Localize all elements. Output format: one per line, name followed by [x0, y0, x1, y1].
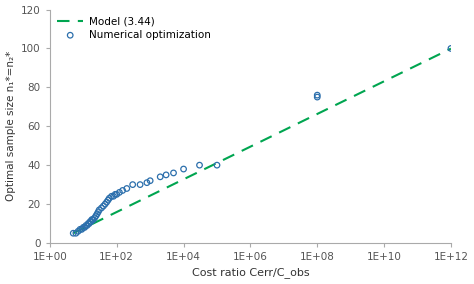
Numerical optimization: [447, 46, 455, 51]
Numerical optimization: [87, 219, 95, 224]
Model (3.44): [252, 143, 258, 146]
Numerical optimization: [213, 163, 221, 168]
Numerical optimization: [143, 180, 151, 185]
Numerical optimization: [91, 215, 99, 220]
Numerical optimization: [83, 223, 91, 228]
Numerical optimization: [106, 196, 113, 201]
Numerical optimization: [180, 167, 187, 171]
Numerical optimization: [89, 217, 96, 222]
Model (3.44): [448, 47, 454, 50]
Numerical optimization: [170, 171, 177, 175]
Model (3.44): [275, 132, 281, 135]
Numerical optimization: [81, 225, 89, 230]
Numerical optimization: [94, 210, 102, 214]
Numerical optimization: [76, 227, 84, 232]
Numerical optimization: [98, 206, 105, 210]
Numerical optimization: [85, 221, 93, 226]
Numerical optimization: [196, 163, 203, 168]
Numerical optimization: [101, 202, 109, 206]
Y-axis label: Optimal sample size n₁*=n₂*: Optimal sample size n₁*=n₂*: [6, 51, 16, 201]
Numerical optimization: [113, 192, 120, 197]
Numerical optimization: [162, 173, 170, 177]
Numerical optimization: [95, 208, 103, 212]
Numerical optimization: [82, 223, 90, 228]
Numerical optimization: [156, 175, 164, 179]
Numerical optimization: [109, 194, 117, 199]
Model (3.44): [250, 144, 255, 147]
Numerical optimization: [88, 217, 96, 222]
Numerical optimization: [92, 214, 100, 218]
Numerical optimization: [104, 198, 112, 202]
Numerical optimization: [103, 200, 110, 204]
Legend: Model (3.44), Numerical optimization: Model (3.44), Numerical optimization: [55, 15, 213, 42]
Numerical optimization: [90, 217, 97, 222]
Numerical optimization: [129, 182, 137, 187]
Numerical optimization: [72, 231, 80, 235]
Numerical optimization: [70, 231, 77, 235]
Model (3.44): [71, 231, 76, 235]
Numerical optimization: [313, 95, 321, 99]
Numerical optimization: [86, 219, 94, 224]
Model (3.44): [380, 80, 386, 83]
Numerical optimization: [123, 186, 130, 191]
X-axis label: Cost ratio Cerr/C_obs: Cost ratio Cerr/C_obs: [191, 268, 309, 278]
Model (3.44): [295, 122, 301, 125]
Numerical optimization: [84, 221, 92, 226]
Numerical optimization: [108, 194, 115, 199]
Numerical optimization: [119, 188, 127, 193]
Numerical optimization: [80, 225, 87, 230]
Line: Model (3.44): Model (3.44): [73, 49, 451, 233]
Numerical optimization: [313, 93, 321, 97]
Numerical optimization: [146, 178, 154, 183]
Numerical optimization: [100, 204, 107, 208]
Numerical optimization: [93, 212, 101, 216]
Numerical optimization: [74, 229, 82, 233]
Numerical optimization: [111, 192, 119, 197]
Numerical optimization: [78, 227, 86, 232]
Model (3.44): [439, 51, 445, 55]
Numerical optimization: [137, 182, 144, 187]
Numerical optimization: [116, 190, 123, 195]
